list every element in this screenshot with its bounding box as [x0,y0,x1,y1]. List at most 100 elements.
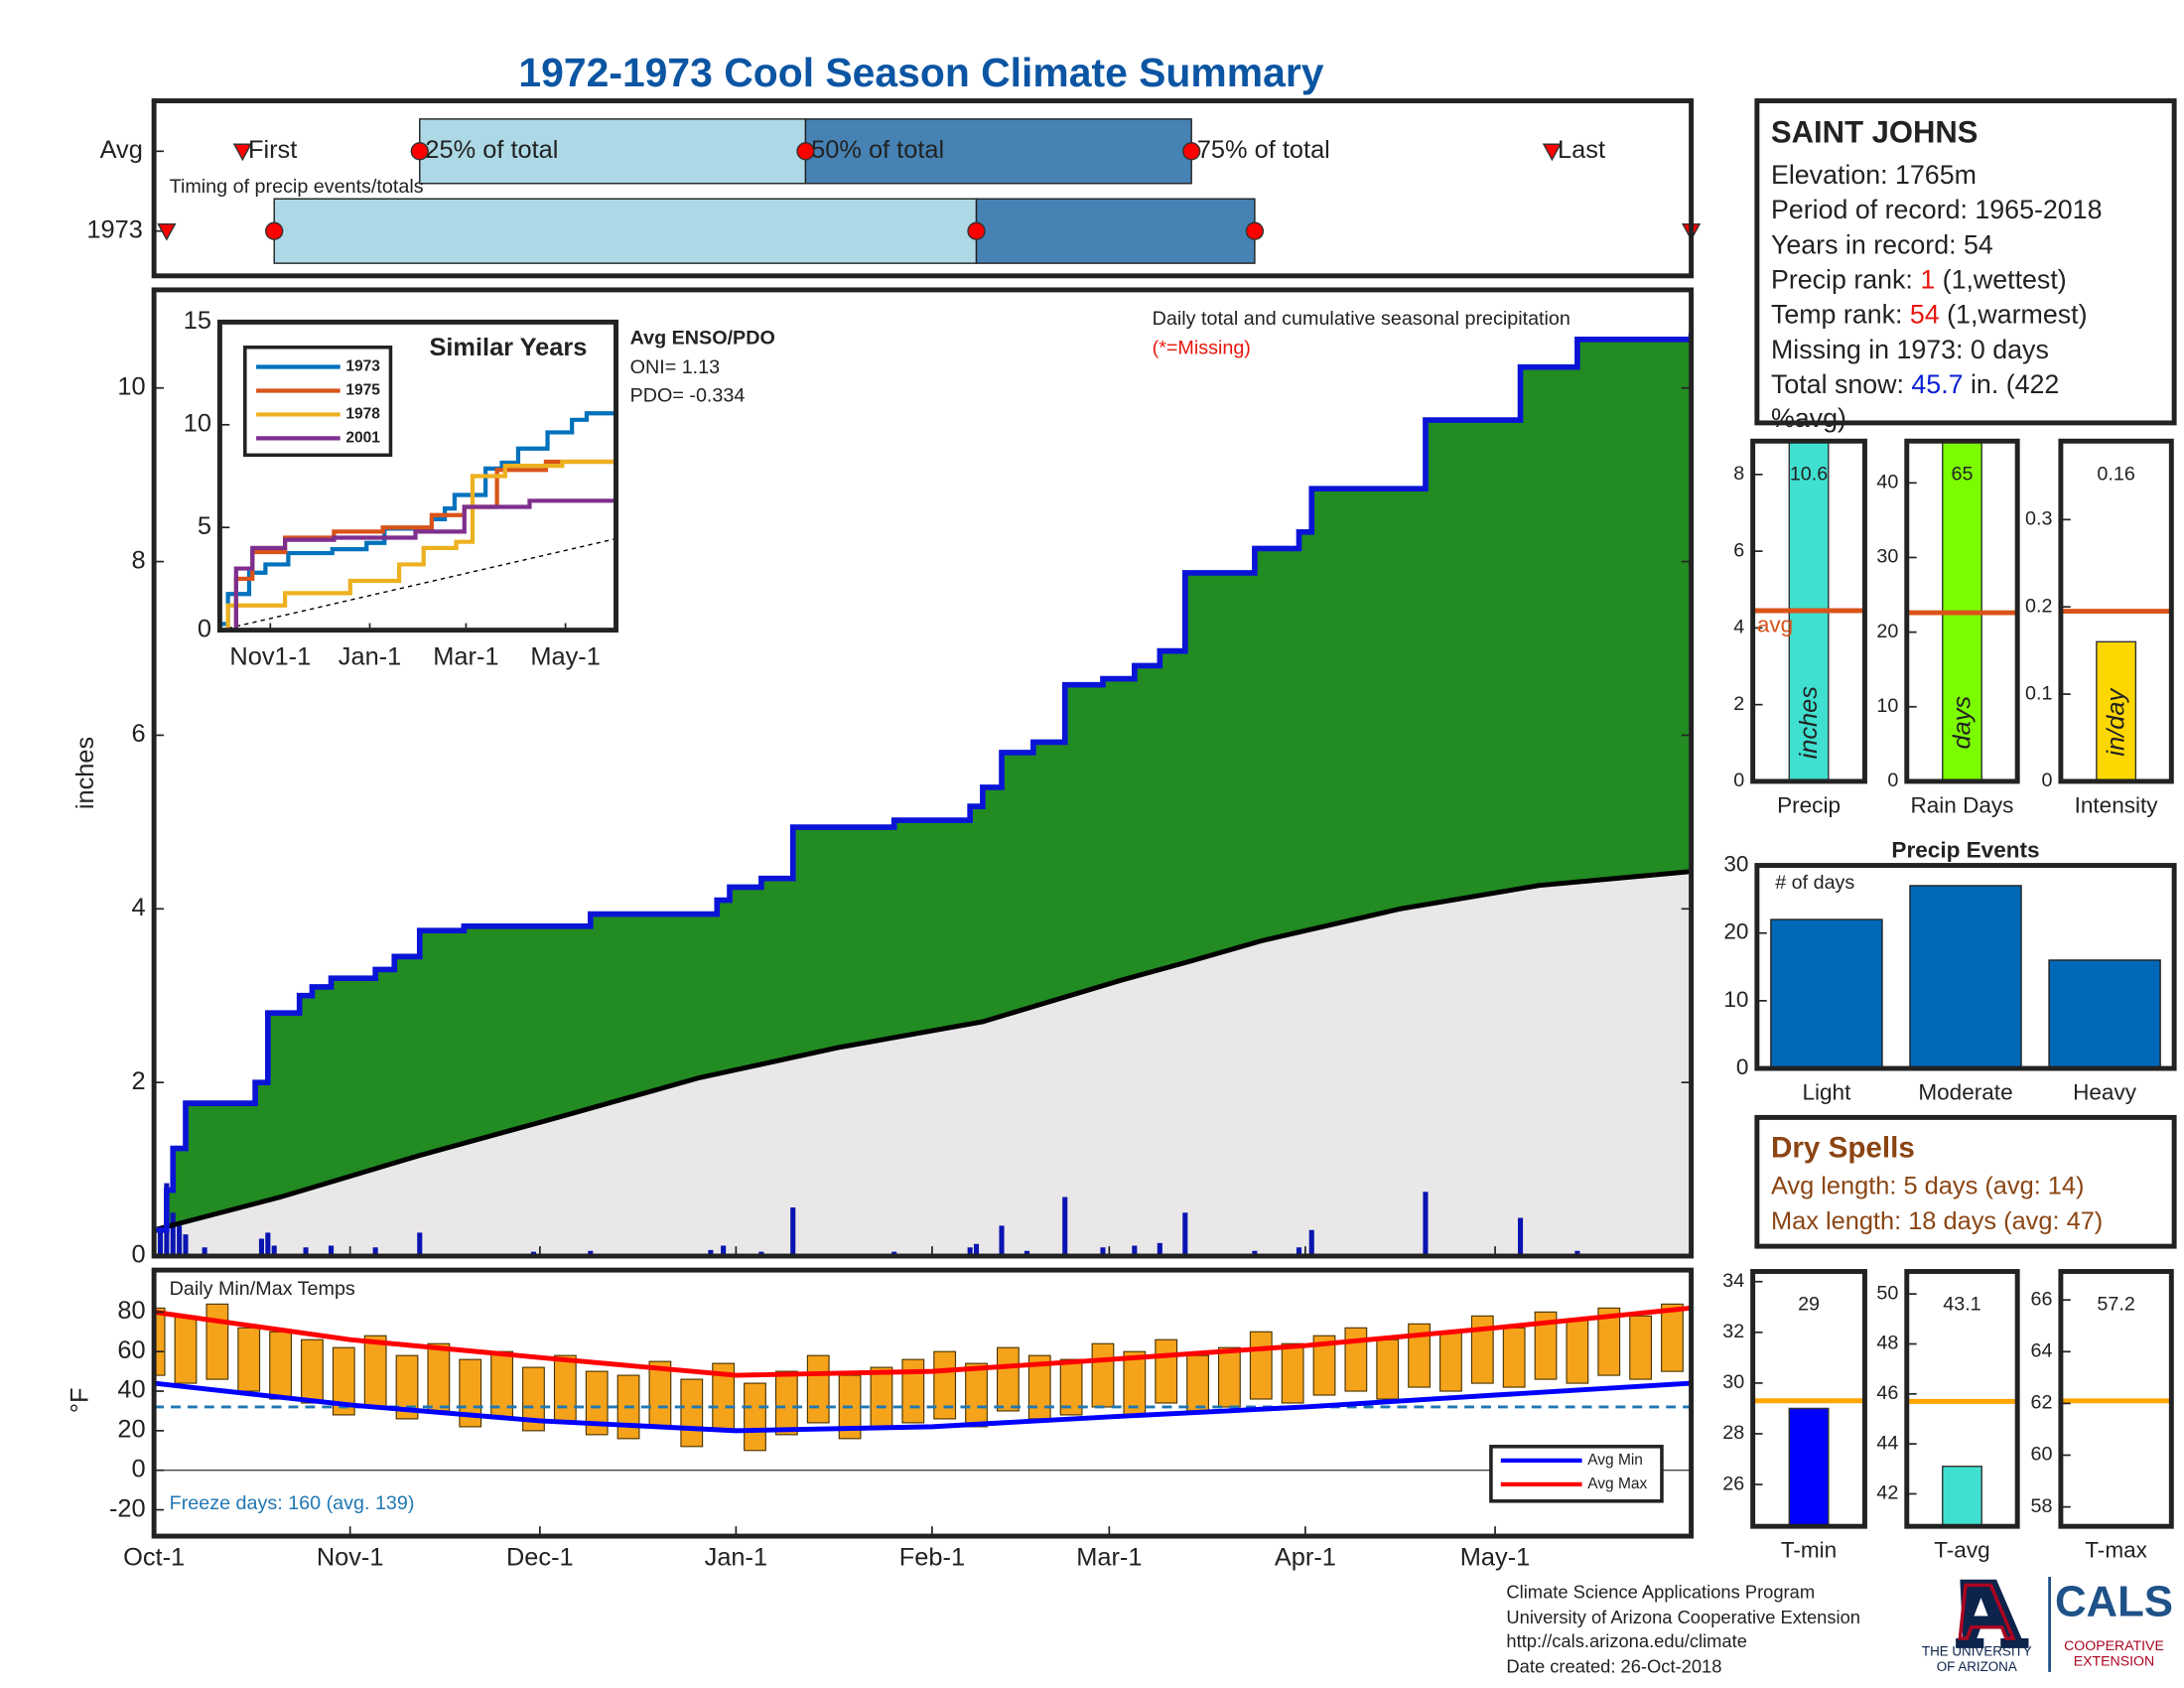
y-tick-label: 64 [2030,1340,2052,1362]
x-label: T-min [1781,1538,1837,1563]
temp-bar [744,1382,766,1452]
y-tick-label: 20 [1876,621,1898,642]
annotation: ONI= 1.13 [630,356,721,378]
y-tick-label: 48 [1876,1333,1898,1354]
y-tick-label: 4 [1733,617,1744,638]
marker-label: 25% of total [425,136,558,164]
single-plot [1906,1398,2018,1527]
row-label: Avg [100,136,143,164]
x-tick-label: May-1 [530,643,601,671]
page-title: 1972-1973 Cool Season Climate Summary [518,50,1323,95]
ua-name: THE UNIVERSITY [1922,1644,2032,1659]
unit-label: inches [1795,686,1823,760]
y-tick-label: 30 [1876,546,1898,568]
quartile-bar [273,198,978,264]
y-tick-label: 6 [1733,539,1744,561]
info-note: (1,warmest) [1947,300,2087,330]
temp-bar [205,1303,229,1380]
total-marker [1182,142,1201,161]
temp-bar [1186,1354,1209,1412]
total-marker [410,142,429,161]
x-label: Rain Days [1910,792,2013,817]
annotation: PDO= -0.334 [630,384,746,406]
y-tick-label: 10 [117,372,145,400]
daily-bar [721,1245,727,1257]
value-label: 10.6 [1790,463,1828,485]
temp-bar [1470,1315,1494,1384]
unit-label: days [1949,696,1977,750]
temp-bar [1344,1327,1368,1392]
y-tick-label: 30 [1723,851,1748,876]
temp-bar [174,1315,198,1384]
temp-bar [1123,1350,1147,1416]
temp-bar [1281,1342,1304,1404]
temp-bar [774,1370,798,1436]
daily-bar [1423,1192,1429,1257]
daily-bar [258,1238,264,1257]
y-tick-label: 10 [1723,987,1748,1012]
y-tick-label: 0.1 [2025,682,2052,704]
temp-bar [301,1338,324,1404]
total-marker [967,221,986,240]
quartile-bar [975,198,1256,264]
daily-bar [1574,1250,1580,1257]
daily-bar [417,1232,423,1257]
frame [151,1267,1695,1539]
x-label: Precip [1777,792,1841,817]
daily-bar [170,1212,176,1257]
value-label: 43.1 [1943,1294,1980,1316]
value-bar [1942,1466,1982,1527]
info-line: Missing in 1973: 0 days [1771,335,2049,364]
single-plot [2060,1398,2172,1527]
y-axis-label: inches [71,737,99,809]
daily-bar [1062,1196,1068,1257]
cals-sub: EXTENSION [2074,1653,2154,1669]
footer-line: Climate Science Applications Program [1506,1582,1815,1603]
bar [1909,885,2022,1069]
info-line: Years in record: 54 [1771,229,1993,259]
temp-bar [553,1354,577,1424]
temp-bar [459,1358,482,1428]
total-marker [265,221,284,240]
y-tick-label: 40 [117,1376,145,1404]
x-tick-label: Dec-1 [506,1543,574,1571]
daily-bar [588,1250,594,1257]
info-line: Total snow: 45.7 in. (422 [1771,369,2059,399]
panel-title: Precip Events [1891,837,2039,862]
y-axis-label: °F [66,1387,93,1413]
x-tick-label: Jan-1 [705,1543,767,1571]
value-label: 65 [1951,463,1973,485]
daily-bar [1252,1250,1258,1257]
station-name: SAINT JOHNS [1771,115,1979,150]
info-value: 54 [1910,300,1940,330]
legend-label: 1973 [345,358,380,375]
temp-bar [1155,1338,1178,1404]
inset-plot [219,411,616,631]
y-tick-label: 62 [2030,1392,2052,1414]
y-tick-label: 60 [117,1336,145,1364]
daily-bar [999,1225,1005,1257]
temp-bar [585,1370,609,1436]
x-label: T-max [2085,1538,2147,1563]
y-tick-label: 0 [132,1455,146,1482]
temp-bar [680,1378,704,1448]
annotation: Daily total and cumulative seasonal prec… [1153,308,1570,330]
y-tick-label: 60 [2030,1444,2052,1466]
temp-bar [1312,1335,1336,1396]
x-label: Intensity [2075,792,2159,817]
temp-bar [1661,1303,1684,1372]
temp-plot [154,1303,1692,1472]
ua-logo-outline [1958,1583,2016,1640]
frame [1750,438,1867,784]
row-label: 1973 [86,215,142,243]
marker-label: Last [1558,136,1605,164]
y-tick-label: 0.3 [2025,508,2052,530]
daily-bar [708,1249,714,1257]
footer: Climate Science Applications Program Uni… [1506,1576,2173,1676]
temp-bar [1376,1338,1400,1400]
x-tick-label: Nov1-1 [229,643,311,671]
x-tick-label: Light [1802,1079,1851,1104]
temp-bar [1091,1342,1115,1408]
series-line [219,457,616,631]
